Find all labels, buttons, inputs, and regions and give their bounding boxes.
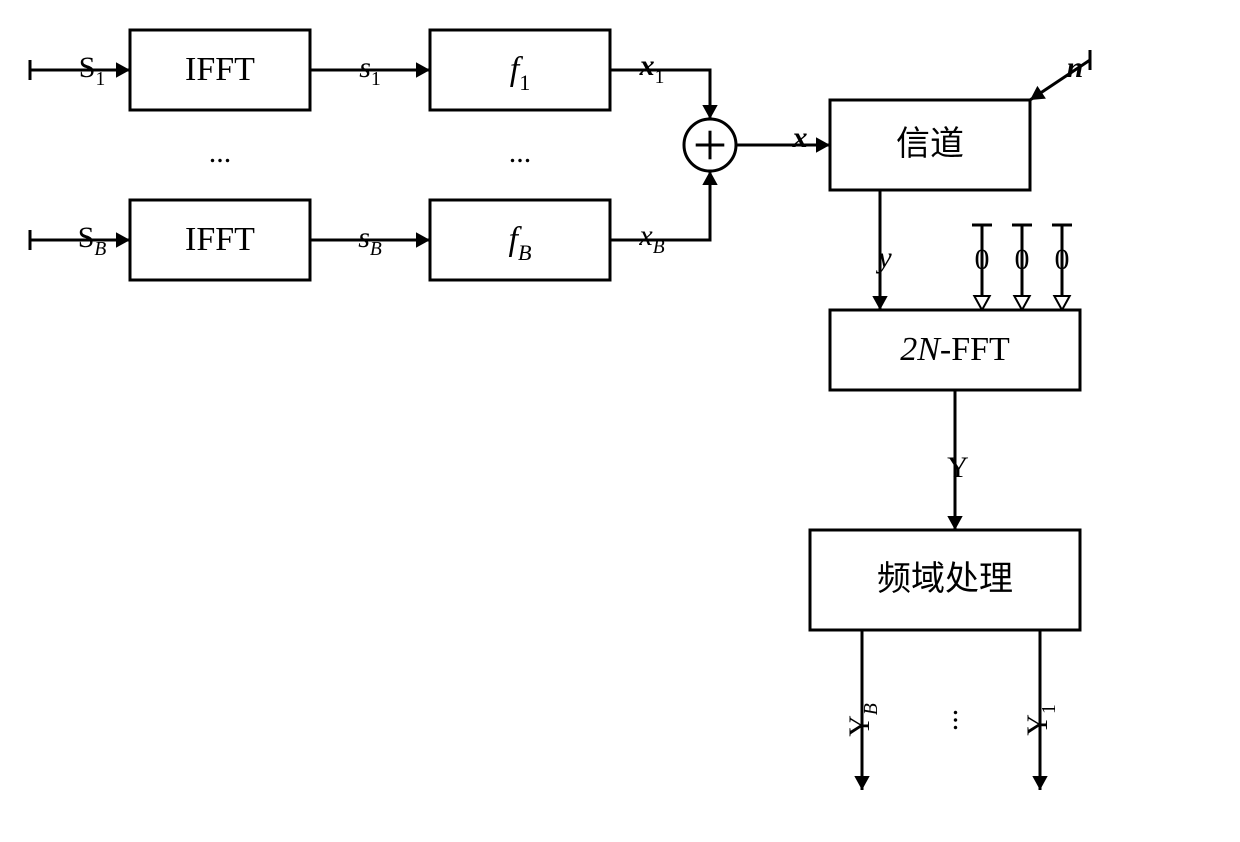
svg-text:...: ...	[209, 136, 232, 169]
svg-text:IFFT: IFFT	[185, 51, 255, 88]
svg-text:s1: s1	[359, 51, 380, 90]
svg-text:x1: x1	[639, 49, 665, 88]
svg-text:...: ...	[509, 136, 532, 169]
svg-text:0: 0	[975, 243, 990, 276]
svg-text:...: ...	[931, 709, 964, 732]
svg-text:y: y	[875, 241, 892, 274]
svg-text:Y1: Y1	[1021, 704, 1060, 735]
svg-text:频域处理: 频域处理	[877, 560, 1013, 598]
svg-text:0: 0	[1015, 243, 1030, 276]
svg-text:Y: Y	[947, 451, 969, 484]
svg-text:YB: YB	[843, 703, 882, 737]
svg-text:0: 0	[1055, 243, 1070, 276]
block-diagram: IFFTIFFTf1fB信道2N-FFT频域处理S1SBs1sBx1xBxny0…	[0, 0, 1240, 842]
svg-text:SB: SB	[78, 221, 107, 260]
svg-text:xB: xB	[638, 219, 664, 258]
svg-text:2N-FFT: 2N-FFT	[900, 331, 1010, 368]
svg-text:S1: S1	[79, 51, 105, 90]
svg-text:sB: sB	[358, 221, 382, 260]
svg-text:x: x	[792, 121, 808, 154]
svg-text:IFFT: IFFT	[185, 221, 255, 258]
svg-text:n: n	[1067, 51, 1084, 84]
svg-text:信道: 信道	[896, 125, 964, 163]
